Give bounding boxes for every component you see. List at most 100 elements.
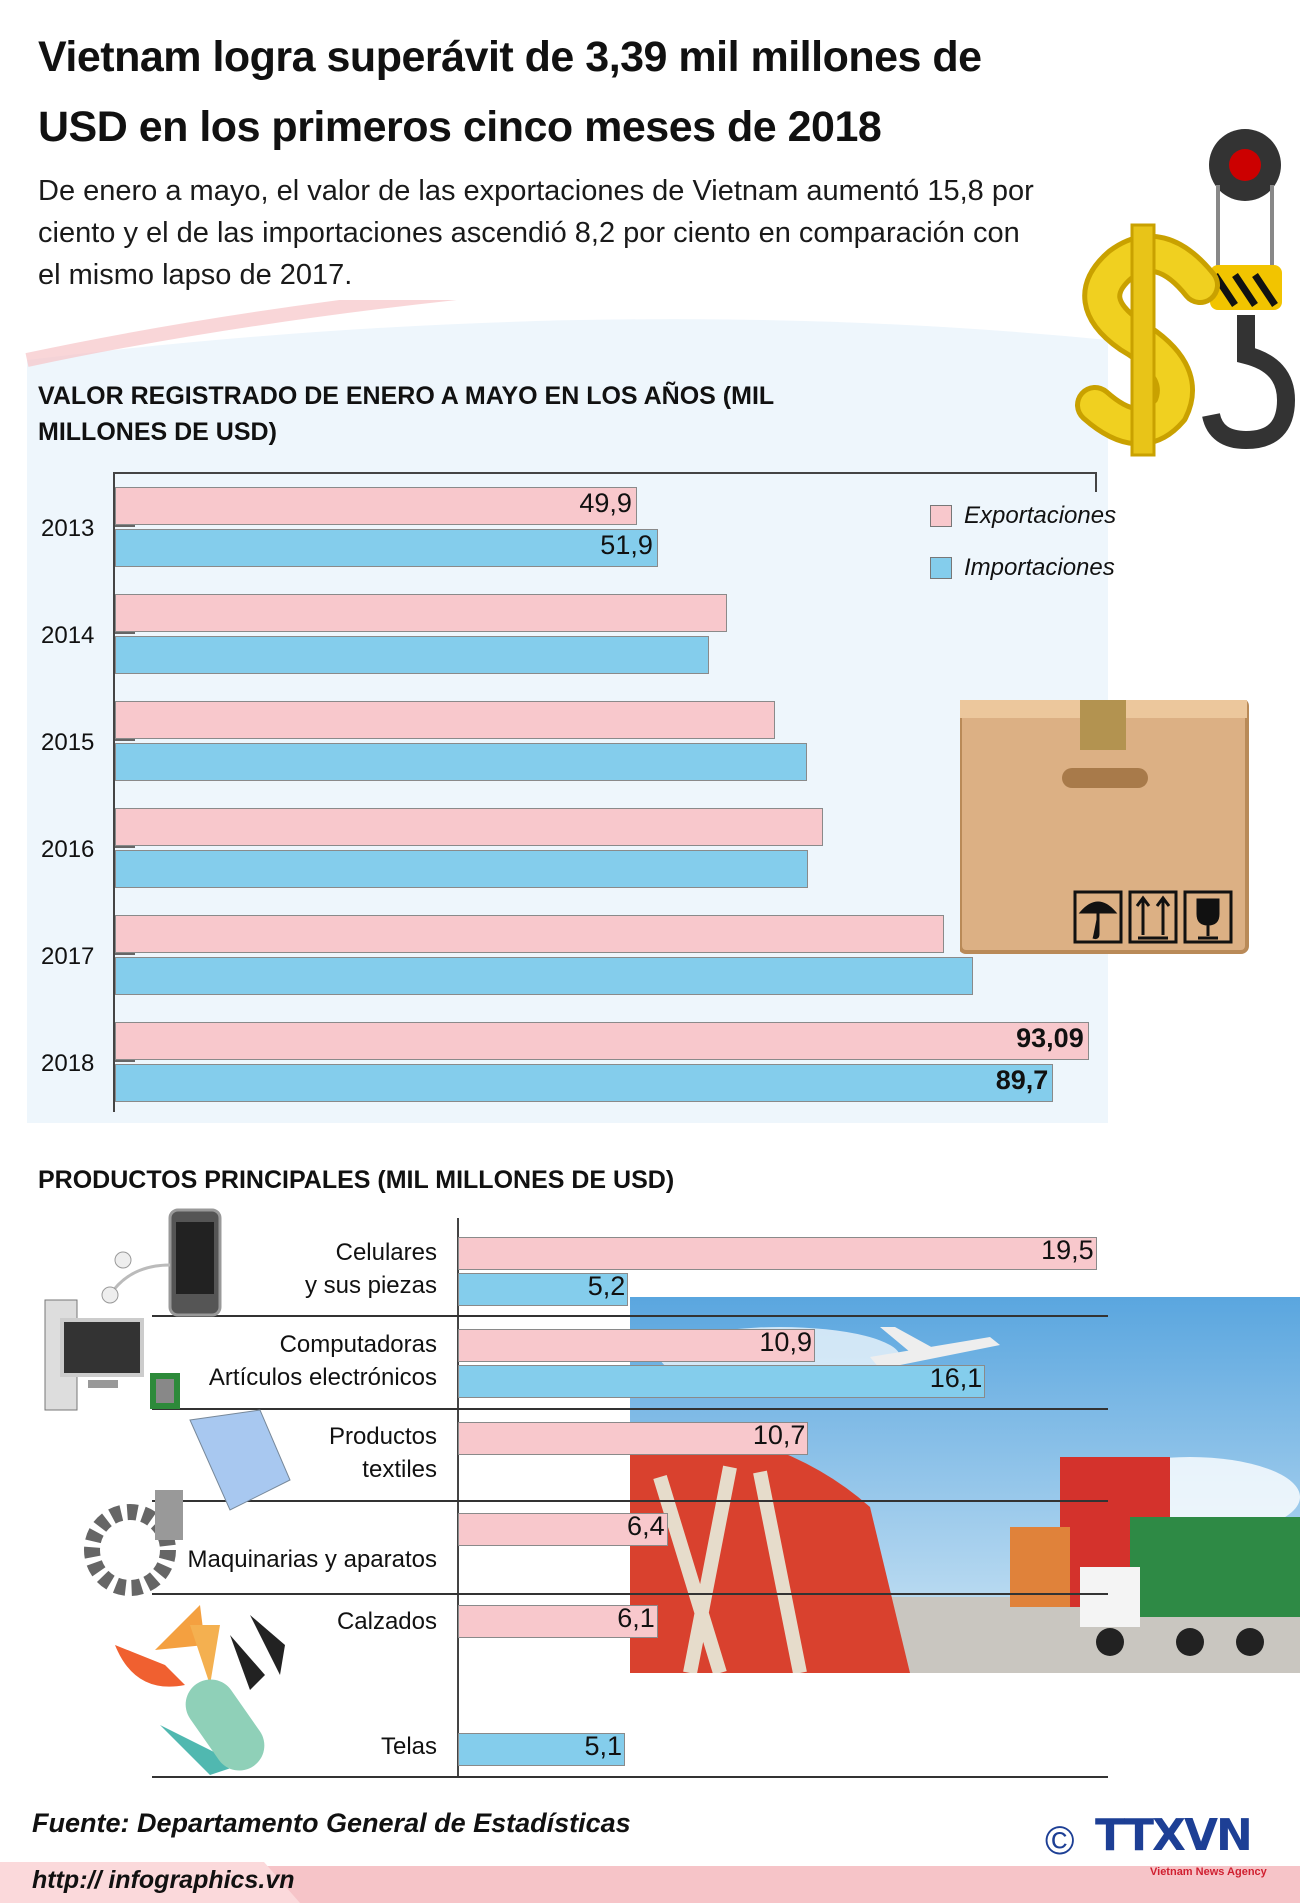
category-label: Productos textiles [0, 1420, 437, 1486]
category-label-line: textiles [362, 1456, 437, 1483]
row-separator [152, 1315, 1108, 1317]
export-bar-2015 [115, 701, 776, 739]
product-value-label: 19,5 [1041, 1235, 1094, 1265]
value-label-import-2018: 89,7 [995, 1065, 1049, 1095]
legend-item-import: Importaciones [930, 554, 1116, 582]
row-separator [152, 1408, 1108, 1410]
product-value-label: 5,2 [587, 1271, 626, 1301]
chart1-title: VALOR REGISTRADO DE ENERO A MAYO EN LOS … [38, 382, 774, 446]
import-bar-product-5 [458, 1733, 626, 1766]
cardboard-box-icon [960, 700, 1249, 954]
dollar-sign-icon [1075, 223, 1220, 457]
fabric-roll-icon [160, 1679, 265, 1775]
export-bar-2018 [115, 1022, 1089, 1060]
header: Vietnam logra superávit de 3,39 mil mill… [38, 22, 1058, 296]
import-bar-2017 [115, 957, 973, 995]
shirt-icon [189, 1409, 291, 1511]
url-box [0, 1862, 300, 1903]
copyright-symbol: © [1045, 1819, 1075, 1863]
export-bar-product-2 [458, 1422, 809, 1455]
year-label-2015: 2015 [41, 729, 95, 756]
chart2-title: PRODUCTOS PRINCIPALES (MIL MILLONES DE U… [38, 1166, 675, 1194]
row-separator [152, 1776, 1108, 1778]
product-value-label: 16,1 [929, 1363, 983, 1393]
value-label-export-2013: 49,9 [579, 488, 632, 518]
import-bar-2016 [115, 850, 809, 888]
decorative-curve [25, 300, 457, 367]
legend: Exportaciones Importaciones [930, 502, 1116, 582]
import-bar-product-1 [458, 1365, 986, 1398]
category-label-line: Celulares [335, 1239, 437, 1266]
export-bar-product-3 [458, 1513, 668, 1546]
axis-end-tick [1095, 472, 1097, 492]
value-label-export-2018: 93,09 [1016, 1023, 1084, 1053]
dollar-crane-icon [1075, 129, 1296, 457]
computer-icon [44, 1299, 180, 1411]
website-link[interactable]: http:// infographics.vn [32, 1866, 295, 1894]
year-tick [115, 1060, 135, 1062]
logo-tagline: Vietnam News Agency [1150, 1866, 1267, 1878]
category-label-line: Maquinarias y aparatos [187, 1546, 437, 1573]
year-label-2013: 2013 [41, 515, 95, 542]
page-title: Vietnam logra superávit de 3,39 mil mill… [38, 33, 982, 151]
product-value-label: 6,4 [627, 1511, 665, 1541]
export-bar-product-4 [458, 1605, 658, 1638]
year-label-2016: 2016 [41, 836, 95, 863]
import-bar-2015 [115, 743, 808, 781]
export-bar-product-0 [458, 1237, 1097, 1270]
year-tick [115, 953, 135, 955]
year-tick [115, 739, 135, 741]
top-axis-line [113, 472, 1097, 474]
year-tick [115, 632, 135, 634]
year-tick [115, 846, 135, 848]
ttxvn-logo: TTXVN [1095, 1810, 1253, 1861]
port-photo [630, 1297, 1300, 1673]
export-bar-2014 [115, 594, 727, 632]
y-axis [113, 472, 115, 1112]
product-value-label: 5,1 [584, 1731, 623, 1761]
shoes-icon [115, 1605, 285, 1690]
legend-swatch-import [930, 557, 952, 579]
category-label-line: Productos [328, 1423, 437, 1450]
export-bar-2017 [115, 915, 945, 953]
value-label-import-2013: 51,9 [600, 530, 653, 560]
machinery-gear-icon [84, 1490, 183, 1596]
year-label-2014: 2014 [41, 622, 95, 649]
year-tick [115, 525, 135, 527]
category-label-line: y sus piezas [304, 1272, 437, 1299]
cellphone-icon [101, 1208, 222, 1317]
category-label: Telas [0, 1730, 437, 1763]
row-separator [152, 1593, 1108, 1595]
category-label-line: Artículos electrónicos [208, 1364, 437, 1391]
export-bar-2016 [115, 808, 824, 846]
category-label: Computadoras Artículos electrónicos [0, 1328, 437, 1394]
source-note: Fuente: Departamento General de Estadíst… [32, 1808, 631, 1838]
product-value-label: 6,1 [617, 1603, 655, 1633]
airplane-icon [870, 1327, 1000, 1369]
category-label-line: Calzados [336, 1608, 437, 1635]
import-bar-2014 [115, 636, 710, 674]
legend-item-export: Exportaciones [930, 502, 1116, 530]
chart2-axis [457, 1218, 459, 1778]
product-value-label: 10,9 [759, 1327, 812, 1357]
legend-label-export: Exportaciones [964, 502, 1117, 529]
import-bar-product-0 [458, 1273, 629, 1306]
green-container [1130, 1517, 1300, 1617]
legend-label-import: Importaciones [964, 554, 1115, 581]
export-bar-product-1 [458, 1329, 815, 1362]
row-separator [152, 1500, 1108, 1502]
import-bar-2013 [115, 529, 658, 567]
category-label: Calzados [0, 1605, 437, 1638]
year-label-2018: 2018 [41, 1050, 95, 1077]
category-label: Maquinarias y aparatos [0, 1543, 437, 1576]
page-subtitle: De enero a mayo, el valor de las exporta… [38, 175, 1034, 291]
category-label: Celulares y sus piezas [0, 1236, 437, 1302]
product-icons [44, 1208, 291, 1775]
category-label-line: Telas [380, 1733, 437, 1760]
category-label-line: Computadoras [279, 1331, 437, 1358]
export-bar-2013 [115, 487, 637, 525]
product-value-label: 10,7 [752, 1420, 806, 1450]
year-label-2017: 2017 [41, 943, 95, 970]
legend-swatch-export [930, 505, 952, 527]
import-bar-2018 [115, 1064, 1054, 1102]
